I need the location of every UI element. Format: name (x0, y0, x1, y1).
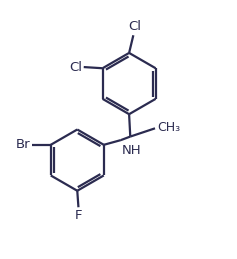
Text: Br: Br (16, 138, 31, 151)
Text: Cl: Cl (69, 61, 82, 74)
Text: CH₃: CH₃ (157, 121, 180, 134)
Text: F: F (75, 209, 82, 222)
Text: Cl: Cl (128, 20, 141, 33)
Text: NH: NH (122, 144, 141, 157)
